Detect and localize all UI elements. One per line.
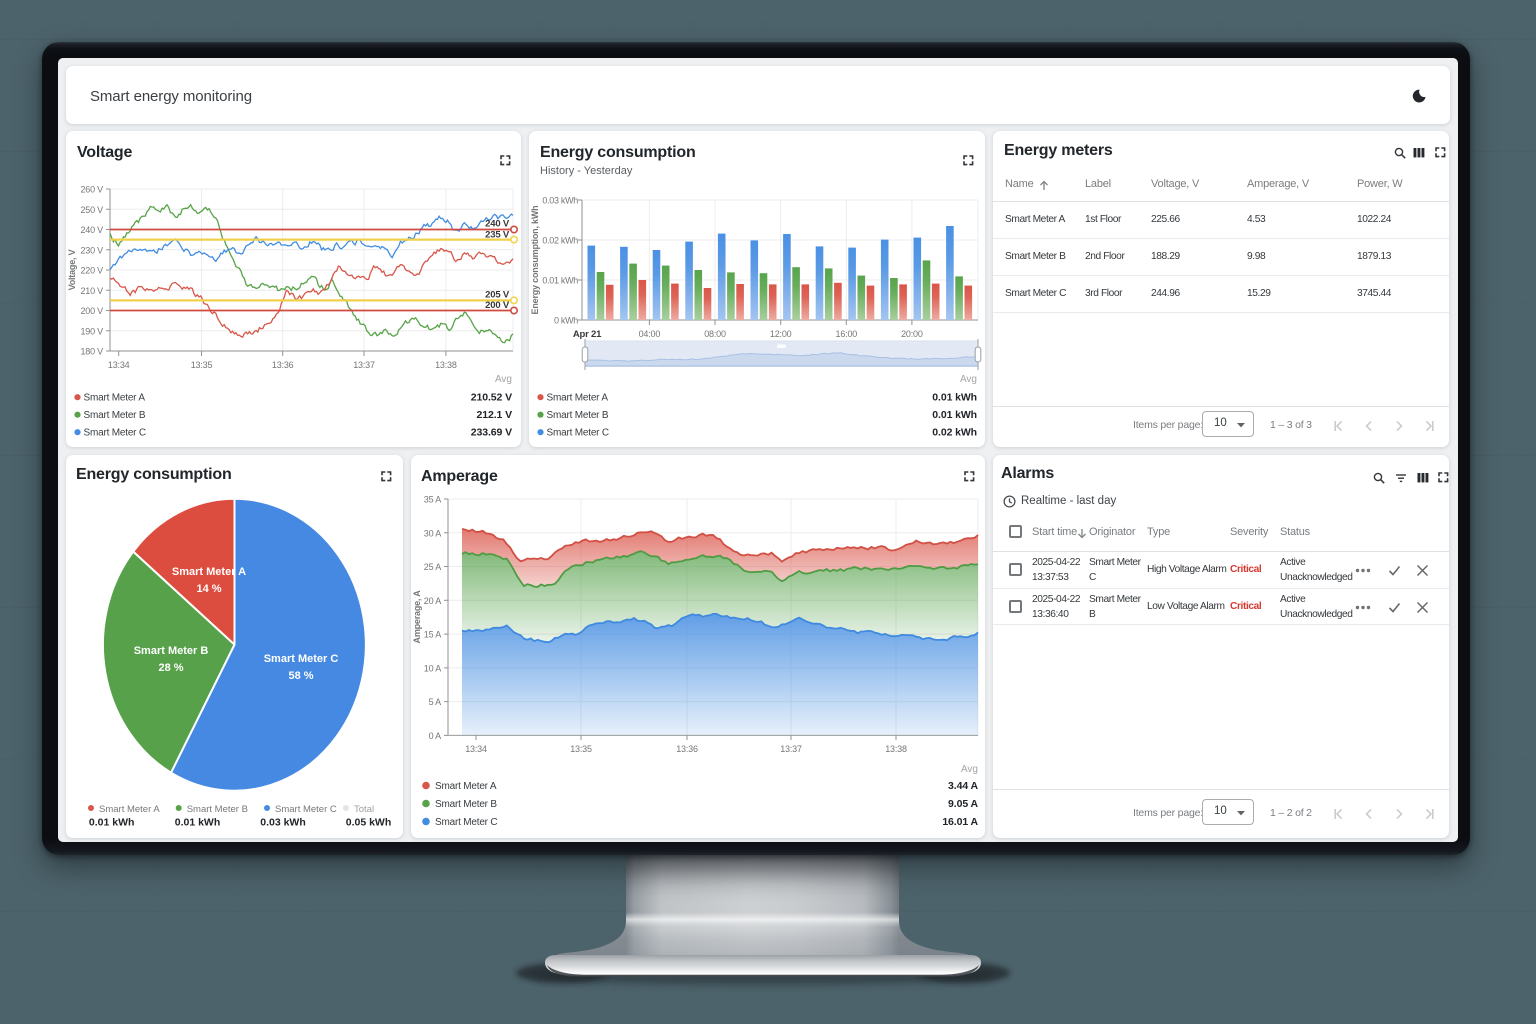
svg-text:08:00: 08:00 <box>704 329 726 339</box>
svg-text:13:38: 13:38 <box>435 360 457 370</box>
svg-text:13:37: 13:37 <box>780 744 802 754</box>
svg-text:205 V: 205 V <box>485 289 510 300</box>
svg-text:240 V: 240 V <box>485 219 510 230</box>
svg-text:Smart Meter C: Smart Meter C <box>547 428 609 439</box>
svg-text:250 V: 250 V <box>80 205 103 215</box>
svg-text:16:00: 16:00 <box>836 329 858 339</box>
svg-text:30 A: 30 A <box>424 528 441 538</box>
svg-text:0.03 kWh: 0.03 kWh <box>260 817 306 829</box>
svg-text:0.01 kWh: 0.01 kWh <box>932 392 977 404</box>
svg-text:13:38: 13:38 <box>885 744 907 754</box>
svg-text:13:36: 13:36 <box>676 744 698 754</box>
svg-text:04:00: 04:00 <box>639 329 661 339</box>
svg-text:Smart Meter C: Smart Meter C <box>84 428 146 439</box>
svg-text:Smart Meter A: Smart Meter A <box>435 781 497 792</box>
svg-text:28 %: 28 % <box>158 662 183 674</box>
svg-text:3.44 A: 3.44 A <box>948 780 978 792</box>
svg-text:Avg: Avg <box>960 374 977 385</box>
svg-text:15 A: 15 A <box>424 630 441 640</box>
svg-text:Avg: Avg <box>961 764 978 775</box>
svg-text:20:00: 20:00 <box>901 329 923 339</box>
svg-text:10 A: 10 A <box>424 663 441 673</box>
svg-text:25 A: 25 A <box>424 562 441 572</box>
svg-text:212.1 V: 212.1 V <box>477 409 513 421</box>
svg-text:0.01 kWh: 0.01 kWh <box>932 409 977 421</box>
svg-text:200 V: 200 V <box>485 300 510 311</box>
svg-text:0.01 kWh: 0.01 kWh <box>542 276 578 286</box>
svg-text:Smart Meter B: Smart Meter B <box>134 645 209 657</box>
svg-text:Smart Meter A: Smart Meter A <box>547 393 609 404</box>
svg-text:13:37: 13:37 <box>353 360 375 370</box>
svg-text:Smart Meter C: Smart Meter C <box>264 653 339 665</box>
svg-text:190 V: 190 V <box>80 326 103 336</box>
svg-text:13:34: 13:34 <box>465 744 487 754</box>
svg-text:13:35: 13:35 <box>570 744 592 754</box>
svg-text:Smart Meter A: Smart Meter A <box>172 566 246 578</box>
svg-text:58 %: 58 % <box>288 670 313 682</box>
svg-text:0.01 kWh: 0.01 kWh <box>175 817 221 829</box>
svg-text:233.69 V: 233.69 V <box>471 427 512 439</box>
svg-text:260 V: 260 V <box>80 185 103 195</box>
svg-text:35 A: 35 A <box>424 495 441 505</box>
svg-text:Smart Meter B: Smart Meter B <box>187 804 248 815</box>
svg-text:Smart Meter B: Smart Meter B <box>435 799 497 810</box>
svg-text:0.03 kWh: 0.03 kWh <box>542 196 578 206</box>
svg-text:Apr 21: Apr 21 <box>573 329 602 340</box>
svg-text:Smart Meter A: Smart Meter A <box>84 393 146 404</box>
svg-text:Smart Meter B: Smart Meter B <box>547 410 609 421</box>
svg-text:200 V: 200 V <box>80 306 103 316</box>
svg-text:235 V: 235 V <box>485 229 510 240</box>
svg-text:13:36: 13:36 <box>272 360 294 370</box>
svg-text:Smart Meter A: Smart Meter A <box>99 804 160 815</box>
svg-text:16.01 A: 16.01 A <box>942 816 978 828</box>
svg-text:13:34: 13:34 <box>108 360 130 370</box>
svg-text:0 kWh: 0 kWh <box>554 316 578 326</box>
svg-text:Smart Meter C: Smart Meter C <box>275 804 337 815</box>
svg-text:5 A: 5 A <box>429 697 442 707</box>
svg-text:0.01 kWh: 0.01 kWh <box>89 817 135 829</box>
svg-text:9.05 A: 9.05 A <box>948 798 978 810</box>
svg-text:Smart Meter C: Smart Meter C <box>435 817 497 828</box>
svg-text:14 %: 14 % <box>196 583 221 595</box>
svg-text:180 V: 180 V <box>80 347 103 357</box>
svg-text:220 V: 220 V <box>80 266 103 276</box>
svg-text:Amperage, A: Amperage, A <box>412 590 422 644</box>
svg-text:Smart Meter B: Smart Meter B <box>84 410 146 421</box>
svg-text:0 A: 0 A <box>429 731 442 741</box>
svg-text:Total: Total <box>354 804 374 815</box>
svg-text:12:00: 12:00 <box>770 329 792 339</box>
svg-text:0.02 kWh: 0.02 kWh <box>932 427 977 439</box>
svg-text:0.05 kWh: 0.05 kWh <box>346 817 392 829</box>
svg-text:230 V: 230 V <box>80 245 103 255</box>
svg-text:210 V: 210 V <box>80 286 103 296</box>
svg-text:0.02 kWh: 0.02 kWh <box>542 236 578 246</box>
svg-text:Avg: Avg <box>495 374 512 385</box>
svg-text:210.52 V: 210.52 V <box>471 392 512 404</box>
svg-text:20 A: 20 A <box>424 596 441 606</box>
svg-text:240 V: 240 V <box>80 225 103 235</box>
svg-text:Voltage, V: Voltage, V <box>67 249 77 290</box>
svg-text:Energy consumption, kWh: Energy consumption, kWh <box>530 206 540 315</box>
svg-text:13:35: 13:35 <box>191 360 213 370</box>
